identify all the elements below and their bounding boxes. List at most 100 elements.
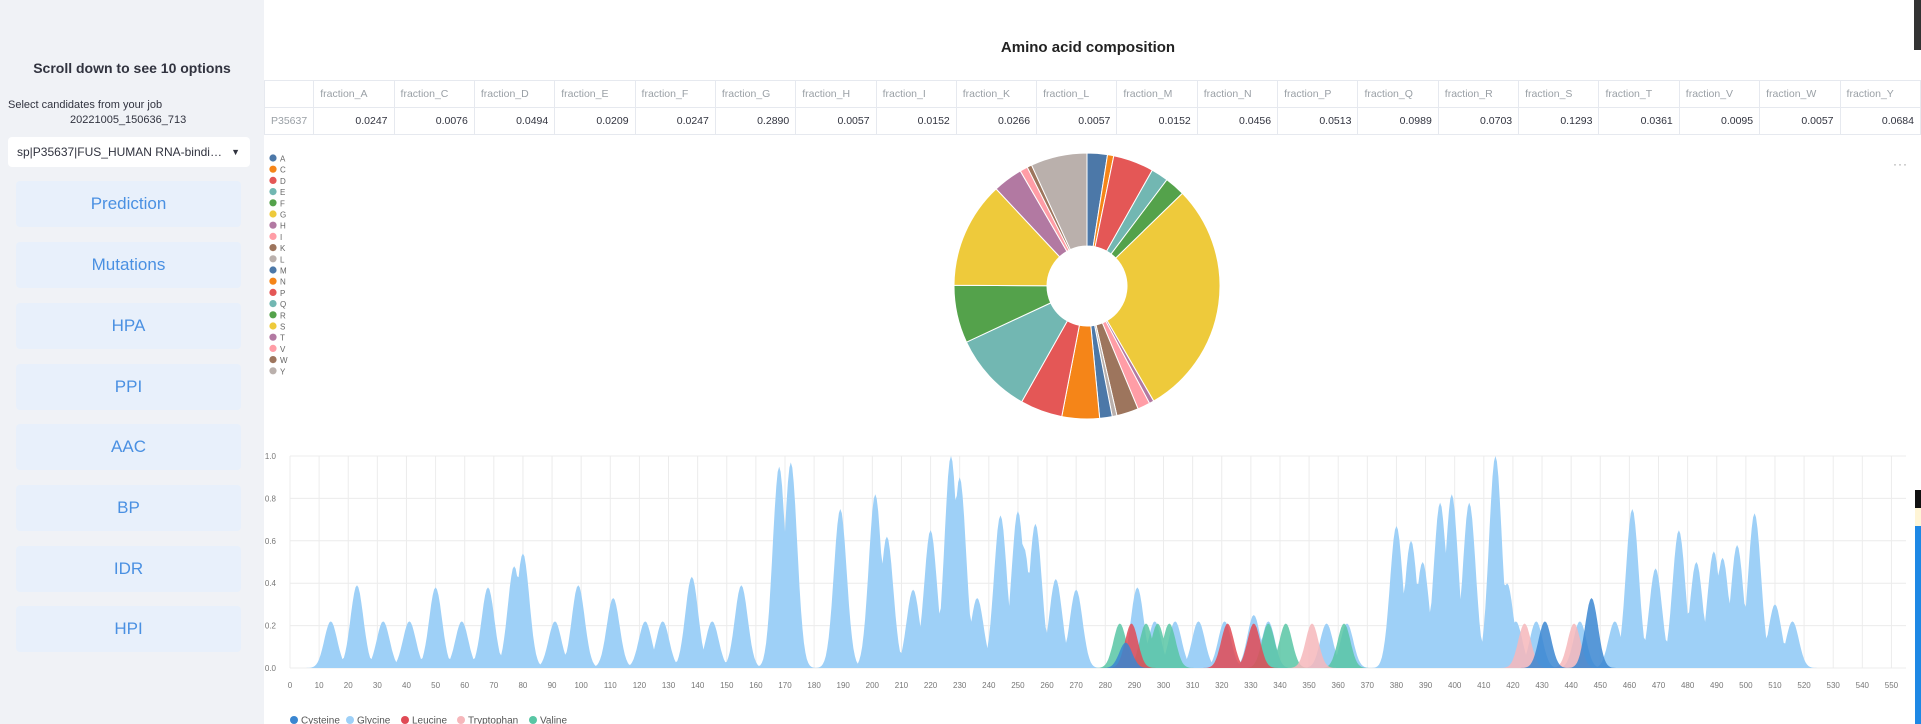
x-tick-label: 180 — [807, 681, 821, 690]
x-tick-label: 70 — [489, 681, 498, 690]
x-tick-label: 150 — [720, 681, 734, 690]
x-tick-label: 60 — [460, 681, 469, 690]
legend-marker — [269, 210, 277, 218]
legend-label: Leucine — [412, 716, 447, 724]
table-header-cell[interactable]: fraction_V — [1678, 80, 1761, 108]
pie-slice[interactable] — [953, 188, 1061, 287]
legend-marker — [457, 716, 465, 724]
table-header-cell[interactable]: fraction_R — [1437, 80, 1520, 108]
prediction-button[interactable]: Prediction — [16, 181, 241, 227]
idr-button[interactable]: IDR — [16, 546, 241, 592]
legend-label: P — [280, 289, 285, 298]
hpa-button[interactable]: HPA — [16, 303, 241, 349]
scrollbar-thumb[interactable] — [1915, 490, 1921, 508]
table-cell: 0.0152 — [1116, 107, 1198, 135]
table-header-cell[interactable]: fraction_K — [955, 80, 1038, 108]
table-cell: 0.2890 — [714, 107, 797, 135]
legend-label: I — [280, 233, 282, 242]
x-tick-label: 350 — [1302, 681, 1316, 690]
legend-marker — [269, 344, 277, 352]
legend-marker — [269, 277, 277, 285]
table-header-cell[interactable]: fraction_E — [554, 80, 636, 108]
x-tick-label: 320 — [1215, 681, 1229, 690]
x-tick-label: 550 — [1885, 681, 1899, 690]
hpi-button[interactable]: HPI — [16, 606, 241, 652]
legend-marker — [529, 716, 537, 724]
table-cell: 0.1293 — [1518, 107, 1600, 135]
table-header-cell[interactable]: fraction_I — [875, 80, 957, 108]
table-header-cell[interactable]: fraction_L — [1036, 80, 1118, 108]
x-tick-label: 400 — [1448, 681, 1462, 690]
legend-marker — [269, 266, 277, 274]
table-header-cell[interactable]: fraction_G — [714, 80, 797, 108]
x-tick-label: 100 — [574, 681, 588, 690]
candidate-select[interactable]: sp|P35637|FUS_HUMAN RNA-binding protein … — [8, 137, 250, 167]
pie-slice[interactable] — [1030, 152, 1088, 251]
legend-label: Glycine — [357, 716, 391, 724]
x-tick-label: 210 — [895, 681, 909, 690]
legend-label: Y — [280, 367, 286, 376]
table-header-cell[interactable]: fraction_P — [1277, 80, 1359, 108]
table-index-header — [263, 80, 315, 108]
mutations-button[interactable]: Mutations — [16, 242, 241, 288]
x-tick-label: 270 — [1069, 681, 1083, 690]
table-row-id: P35637 — [263, 107, 315, 135]
area-series[interactable] — [290, 456, 1906, 668]
more-options-icon[interactable]: ··· — [1893, 157, 1908, 171]
x-tick-label: 510 — [1768, 681, 1782, 690]
legend-label: D — [280, 177, 286, 186]
table-header-cell[interactable]: fraction_S — [1518, 80, 1600, 108]
pie-slice[interactable] — [1106, 192, 1221, 402]
table-cell: 0.0703 — [1437, 107, 1520, 135]
legend-marker — [269, 356, 277, 364]
x-tick-label: 340 — [1273, 681, 1287, 690]
table-header-cell[interactable]: fraction_C — [393, 80, 475, 108]
legend-marker — [269, 333, 277, 341]
legend-label: Valine — [540, 716, 567, 724]
legend-marker — [269, 244, 277, 252]
legend-marker — [269, 199, 277, 207]
legend-label: A — [280, 155, 286, 164]
table-header-cell[interactable]: fraction_Q — [1357, 80, 1439, 108]
scrollbar-track[interactable] — [1915, 490, 1921, 724]
x-tick-label: 300 — [1157, 681, 1171, 690]
table-header-cell[interactable]: fraction_F — [634, 80, 716, 108]
legend-label: G — [280, 211, 286, 220]
table-header-cell[interactable]: fraction_W — [1759, 80, 1841, 108]
y-tick-label: 0.0 — [265, 664, 277, 673]
table-header-cell[interactable]: fraction_M — [1116, 80, 1198, 108]
table-cell: 0.0494 — [473, 107, 556, 135]
table-header-cell[interactable]: fraction_Y — [1839, 80, 1921, 108]
y-tick-label: 0.2 — [265, 622, 277, 631]
legend-marker — [269, 232, 277, 240]
x-tick-label: 520 — [1797, 681, 1811, 690]
table-header-cell[interactable]: fraction_N — [1196, 80, 1279, 108]
composition-table: fraction_A fraction_C fraction_D fraction_E… — [263, 80, 1921, 135]
table-header-cell[interactable]: fraction_T — [1598, 80, 1680, 108]
x-tick-label: 330 — [1244, 681, 1258, 690]
bp-button[interactable]: BP — [16, 485, 241, 531]
x-tick-label: 370 — [1361, 681, 1375, 690]
scrollbar[interactable] — [1914, 0, 1921, 50]
ppi-button[interactable]: PPI — [16, 364, 241, 410]
legend-label: W — [280, 356, 288, 365]
scrollbar-thumb-highlight — [1915, 508, 1921, 526]
x-tick-label: 440 — [1564, 681, 1578, 690]
x-tick-label: 90 — [548, 681, 557, 690]
y-tick-label: 0.8 — [265, 494, 277, 503]
legend-marker — [269, 221, 277, 229]
x-tick-label: 420 — [1506, 681, 1520, 690]
table-header-cell[interactable]: fraction_H — [795, 80, 877, 108]
y-tick-label: 0.4 — [265, 579, 277, 588]
table-header-cell[interactable]: fraction_A — [313, 80, 395, 108]
legend-label: C — [280, 166, 286, 175]
table-header-cell[interactable]: fraction_D — [473, 80, 556, 108]
aac-button[interactable]: AAC — [16, 424, 241, 470]
table-cell: 0.0247 — [313, 107, 395, 135]
x-tick-label: 360 — [1332, 681, 1346, 690]
x-tick-label: 530 — [1827, 681, 1841, 690]
x-tick-label: 140 — [691, 681, 705, 690]
x-tick-label: 170 — [778, 681, 792, 690]
table-cell: 0.0266 — [955, 107, 1038, 135]
